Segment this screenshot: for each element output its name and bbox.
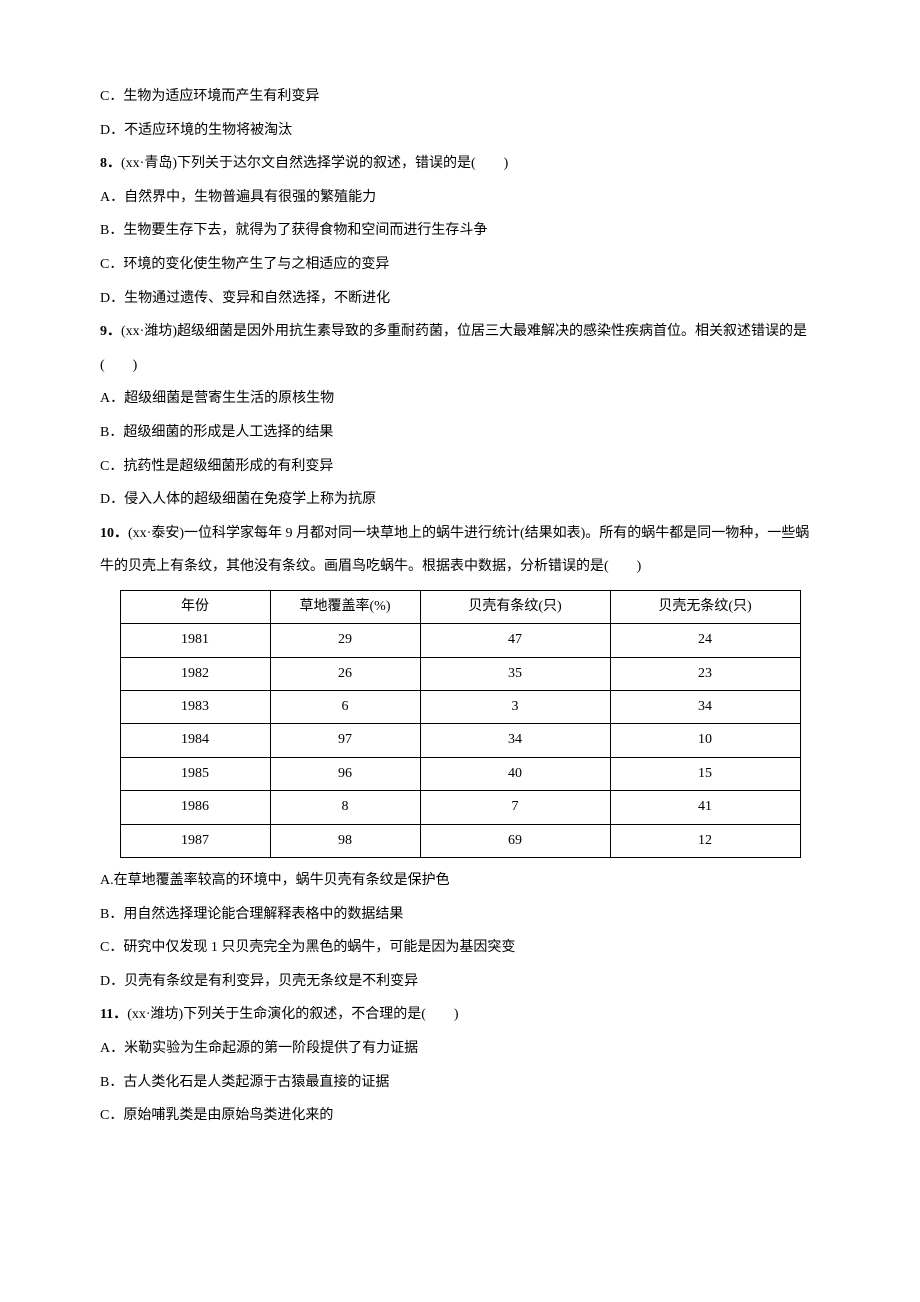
q10-option-c: C．研究中仅发现 1 只贝壳完全为黑色的蜗牛，可能是因为基因突变 bbox=[100, 931, 820, 965]
table-row: 1981294724 bbox=[120, 624, 800, 657]
col-plain: 贝壳无条纹(只) bbox=[610, 590, 800, 623]
table-row: 1982263523 bbox=[120, 657, 800, 690]
q10-number: 10． bbox=[100, 526, 128, 541]
q10-text: (xx·泰安)一位科学家每年 9 月都对同一块草地上的蜗牛进行统计(结果如表)。… bbox=[100, 526, 809, 575]
table-body: 1981294724198226352319836334198497341019… bbox=[120, 624, 800, 858]
table-cell: 23 bbox=[610, 657, 800, 690]
table-cell: 24 bbox=[610, 624, 800, 657]
table-cell: 1986 bbox=[120, 791, 270, 824]
table-cell: 47 bbox=[420, 624, 610, 657]
table-cell: 34 bbox=[420, 724, 610, 757]
table-cell: 97 bbox=[270, 724, 420, 757]
table-row: 1984973410 bbox=[120, 724, 800, 757]
table-cell: 96 bbox=[270, 757, 420, 790]
table-cell: 3 bbox=[420, 691, 610, 724]
q9-stem: 9．(xx·潍坊)超级细菌是因外用抗生素导致的多重耐药菌，位居三大最难解决的感染… bbox=[100, 315, 820, 382]
col-striped: 贝壳有条纹(只) bbox=[420, 590, 610, 623]
q10-option-b: B．用自然选择理论能合理解释表格中的数据结果 bbox=[100, 898, 820, 932]
q11-number: 11． bbox=[100, 1007, 127, 1022]
table-row: 1987986912 bbox=[120, 824, 800, 857]
q8-text: (xx·青岛)下列关于达尔文自然选择学说的叙述，错误的是( ) bbox=[121, 156, 508, 171]
table-cell: 12 bbox=[610, 824, 800, 857]
q8-option-a: A．自然界中，生物普遍具有很强的繁殖能力 bbox=[100, 181, 820, 215]
q8-stem: 8．(xx·青岛)下列关于达尔文自然选择学说的叙述，错误的是( ) bbox=[100, 147, 820, 181]
q8-number: 8． bbox=[100, 156, 121, 171]
q7-option-d: D．不适应环境的生物将被淘汰 bbox=[100, 114, 820, 148]
table-cell: 41 bbox=[610, 791, 800, 824]
exam-page: C．生物为适应环境而产生有利变异 D．不适应环境的生物将被淘汰 8．(xx·青岛… bbox=[0, 0, 920, 1193]
q11-text: (xx·潍坊)下列关于生命演化的叙述，不合理的是( ) bbox=[127, 1007, 458, 1022]
table-cell: 15 bbox=[610, 757, 800, 790]
q9-option-a: A．超级细菌是营寄生生活的原核生物 bbox=[100, 382, 820, 416]
table-cell: 1981 bbox=[120, 624, 270, 657]
snail-data-table: 年份 草地覆盖率(%) 贝壳有条纹(只) 贝壳无条纹(只) 1981294724… bbox=[120, 590, 801, 858]
q8-option-d: D．生物通过遗传、变异和自然选择，不断进化 bbox=[100, 282, 820, 316]
q8-option-b: B．生物要生存下去，就得为了获得食物和空间而进行生存斗争 bbox=[100, 214, 820, 248]
table-cell: 1985 bbox=[120, 757, 270, 790]
q9-option-c: C．抗药性是超级细菌形成的有利变异 bbox=[100, 450, 820, 484]
table-cell: 40 bbox=[420, 757, 610, 790]
col-coverage: 草地覆盖率(%) bbox=[270, 590, 420, 623]
q10-option-a: A.在草地覆盖率较高的环境中，蜗牛贝壳有条纹是保护色 bbox=[100, 864, 820, 898]
q11-option-a: A．米勒实验为生命起源的第一阶段提供了有力证据 bbox=[100, 1032, 820, 1066]
q10-option-d: D．贝壳有条纹是有利变异，贝壳无条纹是不利变异 bbox=[100, 965, 820, 999]
table-row: 19836334 bbox=[120, 691, 800, 724]
table-cell: 1982 bbox=[120, 657, 270, 690]
q7-option-c: C．生物为适应环境而产生有利变异 bbox=[100, 80, 820, 114]
table-header-row: 年份 草地覆盖率(%) 贝壳有条纹(只) 贝壳无条纹(只) bbox=[120, 590, 800, 623]
q8-option-c: C．环境的变化使生物产生了与之相适应的变异 bbox=[100, 248, 820, 282]
q9-text: (xx·潍坊)超级细菌是因外用抗生素导致的多重耐药菌，位居三大最难解决的感染性疾… bbox=[100, 324, 807, 373]
table-cell: 8 bbox=[270, 791, 420, 824]
table-cell: 98 bbox=[270, 824, 420, 857]
table-cell: 1984 bbox=[120, 724, 270, 757]
col-year: 年份 bbox=[120, 590, 270, 623]
table-cell: 7 bbox=[420, 791, 610, 824]
table-row: 19868741 bbox=[120, 791, 800, 824]
q9-option-b: B．超级细菌的形成是人工选择的结果 bbox=[100, 416, 820, 450]
table-cell: 1987 bbox=[120, 824, 270, 857]
table-cell: 69 bbox=[420, 824, 610, 857]
table-cell: 29 bbox=[270, 624, 420, 657]
table-cell: 1983 bbox=[120, 691, 270, 724]
table-cell: 26 bbox=[270, 657, 420, 690]
q9-number: 9． bbox=[100, 324, 121, 339]
q11-option-c: C．原始哺乳类是由原始鸟类进化来的 bbox=[100, 1099, 820, 1133]
table-row: 1985964015 bbox=[120, 757, 800, 790]
table-cell: 35 bbox=[420, 657, 610, 690]
q11-option-b: B．古人类化石是人类起源于古猿最直接的证据 bbox=[100, 1066, 820, 1100]
q11-stem: 11．(xx·潍坊)下列关于生命演化的叙述，不合理的是( ) bbox=[100, 998, 820, 1032]
q10-stem: 10．(xx·泰安)一位科学家每年 9 月都对同一块草地上的蜗牛进行统计(结果如… bbox=[100, 517, 820, 584]
table-cell: 6 bbox=[270, 691, 420, 724]
table-cell: 34 bbox=[610, 691, 800, 724]
q9-option-d: D．侵入人体的超级细菌在免疫学上称为抗原 bbox=[100, 483, 820, 517]
table-cell: 10 bbox=[610, 724, 800, 757]
